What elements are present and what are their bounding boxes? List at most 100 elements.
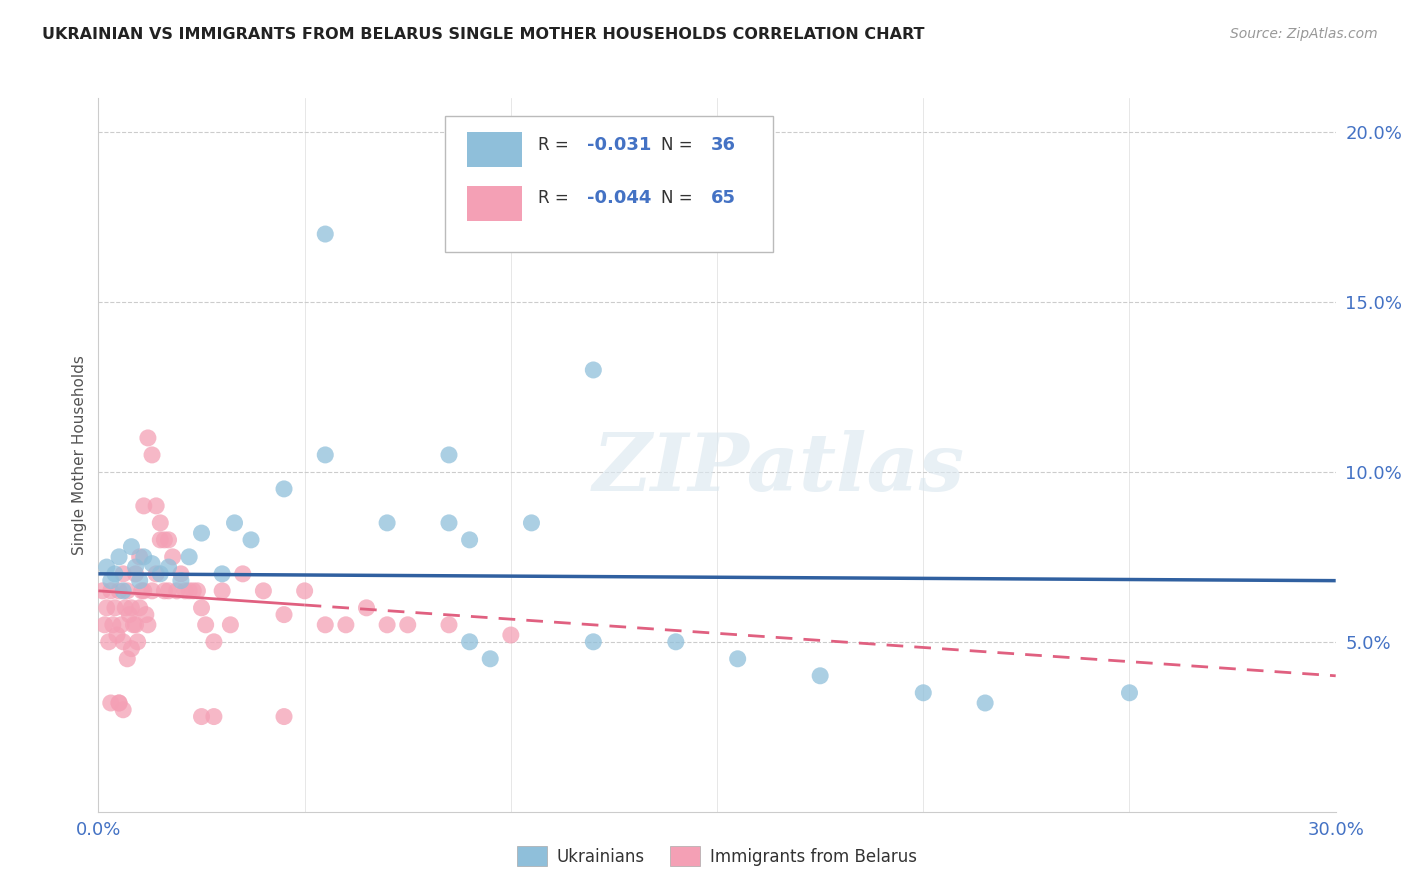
Point [117,583,139,598]
Point [314,227,336,241]
Point [190,600,212,615]
Point [170,574,193,588]
Point [128,574,150,588]
Point [97,635,120,649]
Point [117,652,139,666]
Point [100,583,122,598]
Text: R =: R = [537,189,574,207]
Text: 65: 65 [711,189,735,207]
Point [128,600,150,615]
Point [437,448,460,462]
Point [128,549,150,564]
Point [974,696,997,710]
Point [1118,686,1140,700]
Point [112,635,135,649]
Text: -0.031: -0.031 [588,136,651,153]
Point [112,583,135,598]
Point [149,533,172,547]
Point [335,617,357,632]
Point [157,533,180,547]
Point [114,600,136,615]
Point [124,560,146,574]
Point [211,566,233,581]
Text: N =: N = [661,136,699,153]
Point [157,560,180,574]
Point [170,566,193,581]
Point [219,617,242,632]
Point [458,635,481,649]
Point [135,607,157,622]
Point [166,583,188,598]
Point [252,583,274,598]
Point [124,617,146,632]
Point [100,696,122,710]
Point [120,641,142,656]
Point [375,516,398,530]
Point [273,709,295,723]
Point [202,635,225,649]
Text: R =: R = [537,136,574,153]
Point [112,566,135,581]
Point [112,703,135,717]
Point [190,709,212,723]
Point [93,617,115,632]
Point [108,549,131,564]
Text: UKRAINIAN VS IMMIGRANTS FROM BELARUS SINGLE MOTHER HOUSEHOLDS CORRELATION CHART: UKRAINIAN VS IMMIGRANTS FROM BELARUS SIN… [42,27,925,42]
Point [149,516,172,530]
Point [458,533,481,547]
Point [232,566,254,581]
Point [141,448,163,462]
Point [375,617,398,632]
Point [120,540,142,554]
Point [153,533,176,547]
Point [520,516,543,530]
Legend: Ukrainians, Immigrants from Belarus: Ukrainians, Immigrants from Belarus [509,838,925,875]
Point [479,652,502,666]
Point [127,635,149,649]
Point [224,516,246,530]
Point [174,583,197,598]
Point [437,516,460,530]
Text: ZIPatlas: ZIPatlas [593,431,965,508]
Point [437,617,460,632]
Point [912,686,935,700]
Point [273,607,295,622]
Point [582,635,605,649]
FancyBboxPatch shape [444,116,773,252]
FancyBboxPatch shape [467,132,522,168]
Point [273,482,295,496]
Point [314,448,336,462]
Point [211,583,233,598]
Point [665,635,688,649]
Point [91,583,114,598]
Point [149,566,172,581]
Point [124,566,146,581]
Point [179,549,201,564]
Point [190,526,212,541]
Point [136,431,159,445]
Point [101,617,124,632]
Text: Source: ZipAtlas.com: Source: ZipAtlas.com [1230,27,1378,41]
Point [96,600,118,615]
Point [100,574,122,588]
Point [132,583,155,598]
Point [727,652,749,666]
Point [181,583,204,598]
Point [186,583,208,598]
Point [202,709,225,723]
Point [157,583,180,598]
Point [132,549,155,564]
Point [104,566,127,581]
Point [118,607,141,622]
FancyBboxPatch shape [467,186,522,221]
Point [145,499,167,513]
Point [132,499,155,513]
Y-axis label: Single Mother Households: Single Mother Households [72,355,87,555]
Point [141,557,163,571]
Point [131,583,153,598]
Point [240,533,263,547]
Point [122,617,145,632]
Text: -0.044: -0.044 [588,189,651,207]
Point [582,363,605,377]
Point [499,628,522,642]
